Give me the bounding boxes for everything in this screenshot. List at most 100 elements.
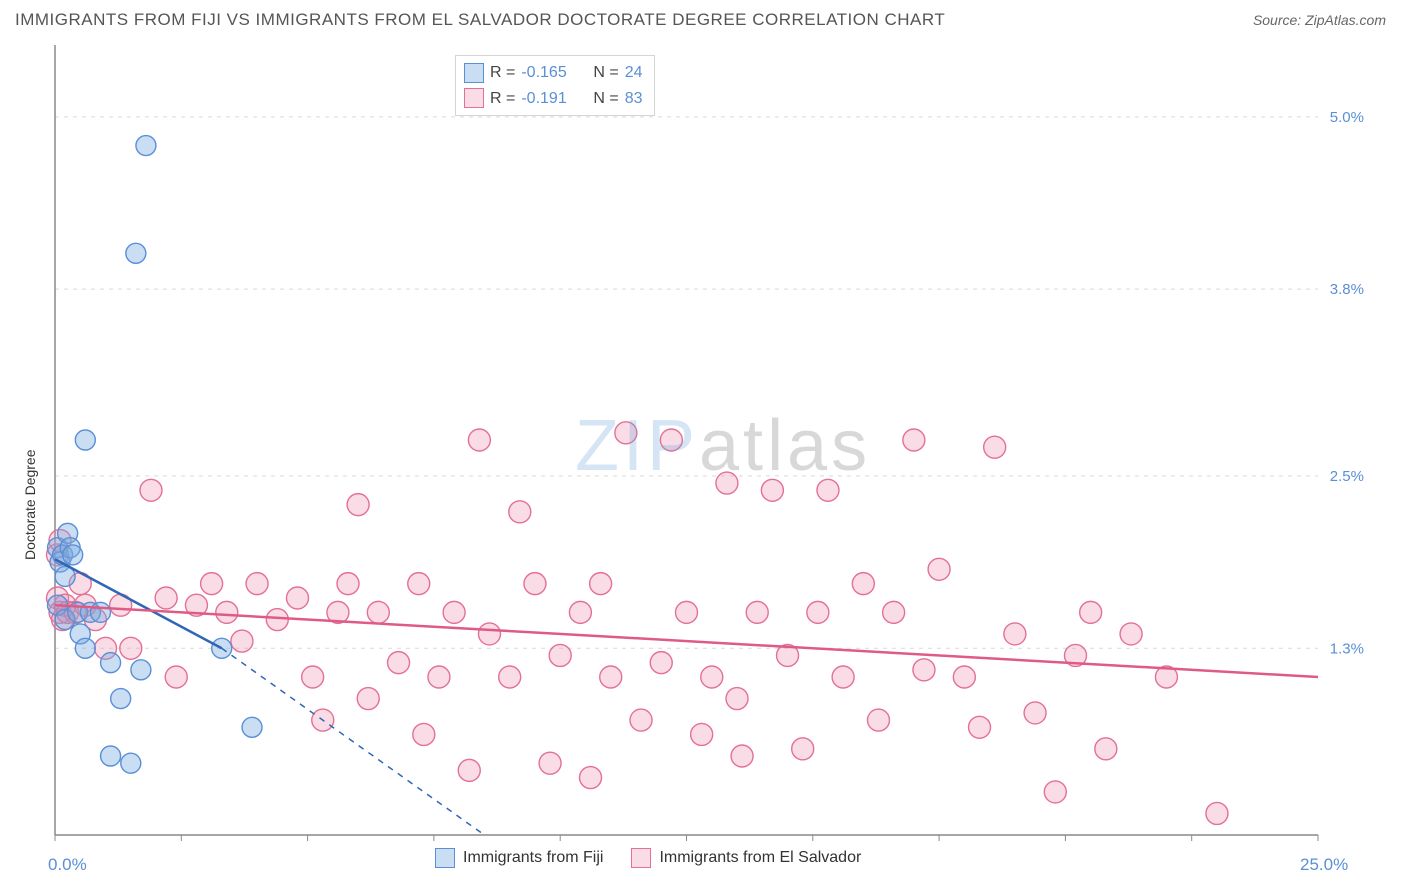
data-point [367, 601, 389, 623]
data-point [807, 601, 829, 623]
data-point [569, 601, 591, 623]
data-point [650, 652, 672, 674]
data-point [1024, 702, 1046, 724]
data-point [302, 666, 324, 688]
stats-legend-row: R = -0.165 N = 24 [464, 60, 642, 86]
data-point [1080, 601, 1102, 623]
data-point [90, 602, 110, 622]
legend-swatch [435, 848, 455, 868]
data-point [1044, 781, 1066, 803]
data-point [731, 745, 753, 767]
r-value: -0.191 [521, 86, 579, 112]
data-point [246, 573, 268, 595]
legend-label: Immigrants from Fiji [463, 849, 603, 867]
data-point [1120, 623, 1142, 645]
legend-swatch [464, 88, 484, 108]
data-point [165, 666, 187, 688]
data-point [928, 558, 950, 580]
data-point [590, 573, 612, 595]
y-tick-label: 2.5% [1330, 468, 1364, 485]
legend-item: Immigrants from El Salvador [631, 848, 861, 868]
data-point [337, 573, 359, 595]
data-point [231, 630, 253, 652]
y-tick-label: 3.8% [1330, 281, 1364, 298]
data-point [75, 430, 95, 450]
stats-legend-row: R = -0.191 N = 83 [464, 86, 642, 112]
data-point [580, 767, 602, 789]
data-point [969, 716, 991, 738]
data-point [1004, 623, 1026, 645]
legend-swatch [631, 848, 651, 868]
data-point [121, 753, 141, 773]
y-tick-label: 1.3% [1330, 640, 1364, 657]
data-point [832, 666, 854, 688]
legend-item: Immigrants from Fiji [435, 848, 603, 868]
data-point [913, 659, 935, 681]
n-value: 83 [625, 86, 643, 112]
data-point [120, 637, 142, 659]
data-point [468, 429, 490, 451]
data-point [660, 429, 682, 451]
data-point [111, 689, 131, 709]
data-point [131, 660, 151, 680]
data-point [478, 623, 500, 645]
data-point [136, 136, 156, 156]
scatter-plot: 1.3% 2.5% 3.8% 5.0% [0, 0, 1406, 892]
data-point [1206, 802, 1228, 824]
data-point [883, 601, 905, 623]
n-label: N = [593, 60, 618, 86]
data-point [691, 723, 713, 745]
data-point [408, 573, 430, 595]
data-point [524, 573, 546, 595]
x-axis-min: 0.0% [48, 855, 87, 875]
data-point [953, 666, 975, 688]
data-point [126, 243, 146, 263]
x-axis-max: 25.0% [1300, 855, 1348, 875]
data-point [140, 479, 162, 501]
data-point [615, 422, 637, 444]
data-point [852, 573, 874, 595]
bottom-legend: Immigrants from Fiji Immigrants from El S… [435, 848, 861, 868]
legend-label: Immigrants from El Salvador [659, 849, 861, 867]
data-point [413, 723, 435, 745]
chart-container: IMMIGRANTS FROM FIJI VS IMMIGRANTS FROM … [0, 0, 1406, 892]
data-point [903, 429, 925, 451]
r-value: -0.165 [521, 60, 579, 86]
n-label: N = [593, 86, 618, 112]
data-point [867, 709, 889, 731]
data-point [817, 479, 839, 501]
data-point [428, 666, 450, 688]
r-label: R = [490, 86, 515, 112]
data-point [509, 501, 531, 523]
data-point [242, 717, 262, 737]
data-point [984, 436, 1006, 458]
data-point [726, 688, 748, 710]
data-point [630, 709, 652, 731]
r-label: R = [490, 60, 515, 86]
data-point [266, 609, 288, 631]
data-point [201, 573, 223, 595]
data-point [1095, 738, 1117, 760]
data-point [716, 472, 738, 494]
data-point [286, 587, 308, 609]
data-point [549, 644, 571, 666]
data-point [701, 666, 723, 688]
data-point [63, 545, 83, 565]
data-point [746, 601, 768, 623]
legend-swatch [464, 63, 484, 83]
y-tick-label: 5.0% [1330, 109, 1364, 126]
stats-legend: R = -0.165 N = 24 R = -0.191 N = 83 [455, 55, 655, 116]
data-point [443, 601, 465, 623]
data-point [676, 601, 698, 623]
data-point [216, 601, 238, 623]
data-point [347, 494, 369, 516]
data-point [600, 666, 622, 688]
data-point [539, 752, 561, 774]
n-value: 24 [625, 60, 643, 86]
data-point [75, 638, 95, 658]
data-point [101, 653, 121, 673]
data-point [761, 479, 783, 501]
data-point [458, 759, 480, 781]
data-point [388, 652, 410, 674]
data-point [499, 666, 521, 688]
